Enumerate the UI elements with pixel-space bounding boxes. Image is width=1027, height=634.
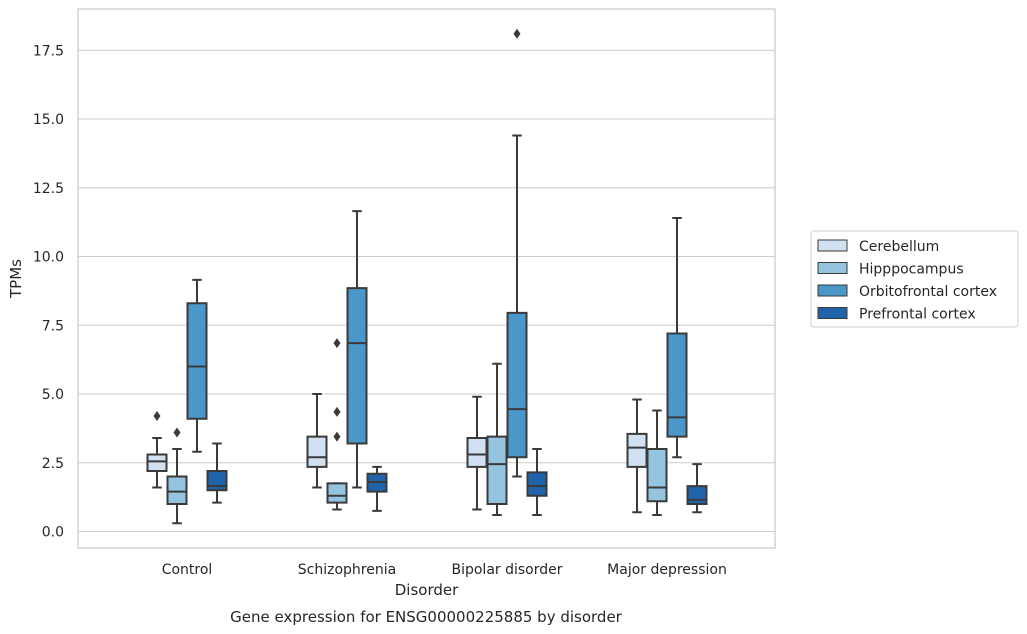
box-body: [206, 470, 228, 492]
outlier-point: [333, 338, 341, 349]
box-body: [626, 432, 648, 468]
box-body: [186, 302, 208, 420]
box-prefrontal-cortex: [686, 463, 708, 514]
box-body: [466, 437, 488, 468]
x-tick-label: Major depression: [607, 562, 727, 578]
box-prefrontal-cortex: [366, 465, 388, 512]
x-axis-label: Disorder: [395, 581, 459, 599]
box-body: [326, 482, 348, 504]
outlier-point: [153, 411, 161, 421]
box-hipppocampus: [326, 338, 348, 511]
x-tick-label: Schizophrenia: [298, 562, 396, 578]
y-tick-label: 7.5: [42, 318, 64, 334]
box-body: [346, 287, 368, 445]
y-tick-label: 5.0: [42, 387, 64, 403]
box-cerebellum: [306, 393, 328, 489]
box-body: [646, 448, 668, 503]
box-body: [686, 485, 708, 505]
y-tick-label: 17.5: [33, 43, 64, 59]
outlier-point: [333, 406, 341, 417]
legend-label: Prefrontal cortex: [859, 307, 976, 323]
box-cerebellum: [146, 411, 168, 489]
box-body: [306, 435, 328, 468]
box-hipppocampus: [166, 427, 188, 525]
box-hipppocampus: [486, 362, 508, 516]
legend: Cerebellum Hipppocampus Orbitofrontal cort…: [810, 230, 1019, 328]
boxes: [146, 28, 708, 525]
legend-label: Hipppocampus: [859, 262, 964, 278]
y-tick-label: 2.5: [42, 456, 64, 472]
box-body: [486, 435, 508, 505]
box-orbitofrontal-cortex: [346, 210, 368, 489]
box-cerebellum: [626, 398, 648, 514]
box-prefrontal-cortex: [206, 442, 228, 504]
outlier-point: [513, 28, 521, 39]
box-body: [166, 475, 188, 505]
legend-swatch: [817, 262, 848, 274]
y-tick-label: 12.5: [33, 181, 64, 197]
plot-area: [78, 9, 775, 548]
x-tick-label: Control: [162, 562, 213, 578]
box-cerebellum: [466, 395, 488, 511]
y-tick-label: 15.0: [33, 112, 64, 128]
box-prefrontal-cortex: [526, 448, 548, 516]
legend-frame: [810, 230, 1019, 328]
outlier-point: [333, 431, 341, 442]
box-orbitofrontal-cortex: [666, 217, 688, 459]
legend-label: Cerebellum: [859, 239, 939, 255]
plot-frame: [77, 8, 776, 549]
x-axis-ticks: Control Schizophrenia Bipolar disorder Majo…: [162, 562, 727, 578]
box-orbitofrontal-cortex: [506, 28, 528, 478]
chart-caption: Gene expression for ENSG00000225885 by d…: [230, 608, 623, 626]
box-orbitofrontal-cortex: [186, 278, 208, 453]
legend-swatch: [817, 307, 848, 319]
legend-label: Orbitofrontal cortex: [859, 284, 997, 300]
box-body: [526, 471, 548, 497]
y-tick-label: 0.0: [42, 525, 64, 541]
box-body: [506, 311, 528, 459]
box-body: [666, 332, 688, 438]
box-hipppocampus: [646, 409, 668, 516]
x-tick-label: Bipolar disorder: [451, 562, 562, 578]
legend-swatch: [817, 239, 848, 252]
legend-swatch: [817, 284, 848, 297]
y-tick-label: 10.0: [33, 250, 64, 266]
box-body: [146, 453, 168, 472]
outlier-point: [173, 427, 181, 438]
y-axis-ticks: 0.0 2.5 5.0 7.5 10.0 12.5 15.0 17.5: [33, 43, 64, 540]
y-axis-label: TPMs: [7, 259, 25, 299]
